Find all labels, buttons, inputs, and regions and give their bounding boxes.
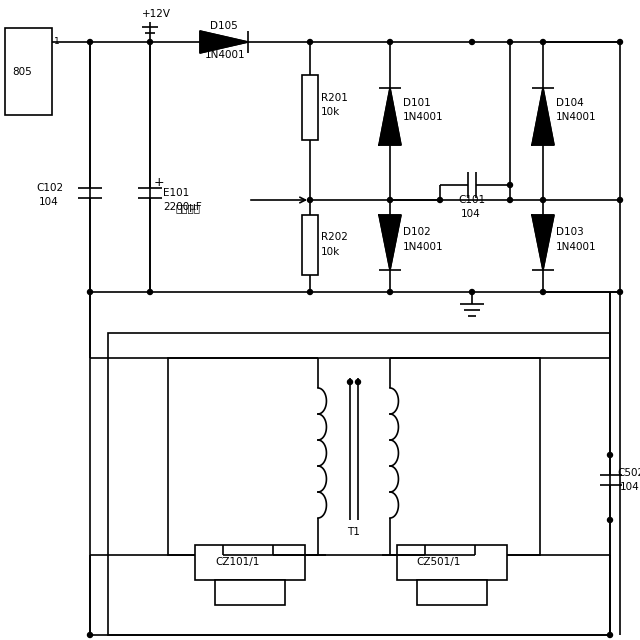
Polygon shape (532, 88, 554, 145)
Text: CZ501/1: CZ501/1 (416, 557, 460, 567)
Circle shape (348, 380, 353, 385)
Bar (195, 545, 305, 580)
Text: 10k: 10k (321, 247, 340, 257)
Text: D101: D101 (403, 98, 431, 108)
Polygon shape (379, 215, 401, 270)
Polygon shape (200, 31, 248, 53)
Circle shape (618, 40, 623, 45)
Circle shape (387, 198, 392, 202)
Bar (302, 215, 318, 275)
Text: R202: R202 (321, 232, 348, 242)
Bar (108, 333, 610, 635)
Circle shape (147, 289, 152, 294)
Text: C502: C502 (617, 468, 640, 478)
Circle shape (470, 40, 474, 45)
Circle shape (387, 289, 392, 294)
Circle shape (88, 40, 93, 45)
Text: +12V: +12V (142, 9, 171, 19)
Circle shape (88, 289, 93, 294)
Text: C102: C102 (36, 183, 63, 193)
Circle shape (438, 198, 442, 202)
Text: 104: 104 (620, 482, 640, 492)
Text: C101: C101 (458, 195, 485, 205)
Bar (397, 545, 507, 580)
Text: 过零检测: 过零检测 (175, 203, 200, 213)
Bar (417, 580, 487, 605)
Text: CZ101/1: CZ101/1 (215, 557, 259, 567)
Circle shape (387, 40, 392, 45)
Text: 1N4001: 1N4001 (403, 112, 444, 122)
Circle shape (88, 632, 93, 637)
Circle shape (607, 518, 612, 522)
Polygon shape (532, 215, 554, 270)
Bar (168, 358, 540, 555)
Text: 1: 1 (54, 38, 60, 47)
Circle shape (147, 40, 152, 45)
Text: 104: 104 (39, 197, 59, 207)
Bar (215, 580, 285, 605)
Text: 1N4001: 1N4001 (556, 242, 596, 252)
Polygon shape (379, 88, 401, 145)
Circle shape (355, 380, 360, 385)
Text: E101: E101 (163, 188, 189, 198)
Bar (5, 28, 52, 115)
Text: 1N4001: 1N4001 (205, 50, 246, 60)
Text: D105: D105 (210, 21, 237, 31)
Text: 805: 805 (12, 67, 32, 77)
Circle shape (508, 198, 513, 202)
Text: 1N4001: 1N4001 (556, 112, 596, 122)
Circle shape (607, 632, 612, 637)
Circle shape (607, 452, 612, 458)
Circle shape (307, 40, 312, 45)
Text: D104: D104 (556, 98, 584, 108)
Text: D103: D103 (556, 227, 584, 237)
Text: 2200μF: 2200μF (163, 202, 202, 212)
Circle shape (618, 198, 623, 202)
Circle shape (508, 182, 513, 188)
Circle shape (541, 289, 545, 294)
Circle shape (508, 40, 513, 45)
Circle shape (541, 40, 545, 45)
Circle shape (307, 198, 312, 202)
Circle shape (541, 198, 545, 202)
Text: 10k: 10k (321, 107, 340, 117)
Circle shape (470, 289, 474, 294)
Text: T1: T1 (347, 527, 360, 537)
Text: 104: 104 (461, 209, 481, 219)
Circle shape (618, 289, 623, 294)
Text: 1N4001: 1N4001 (403, 242, 444, 252)
Bar (302, 75, 318, 140)
Text: +: + (154, 177, 164, 189)
Text: D102: D102 (403, 227, 431, 237)
Text: R201: R201 (321, 93, 348, 103)
Circle shape (307, 289, 312, 294)
